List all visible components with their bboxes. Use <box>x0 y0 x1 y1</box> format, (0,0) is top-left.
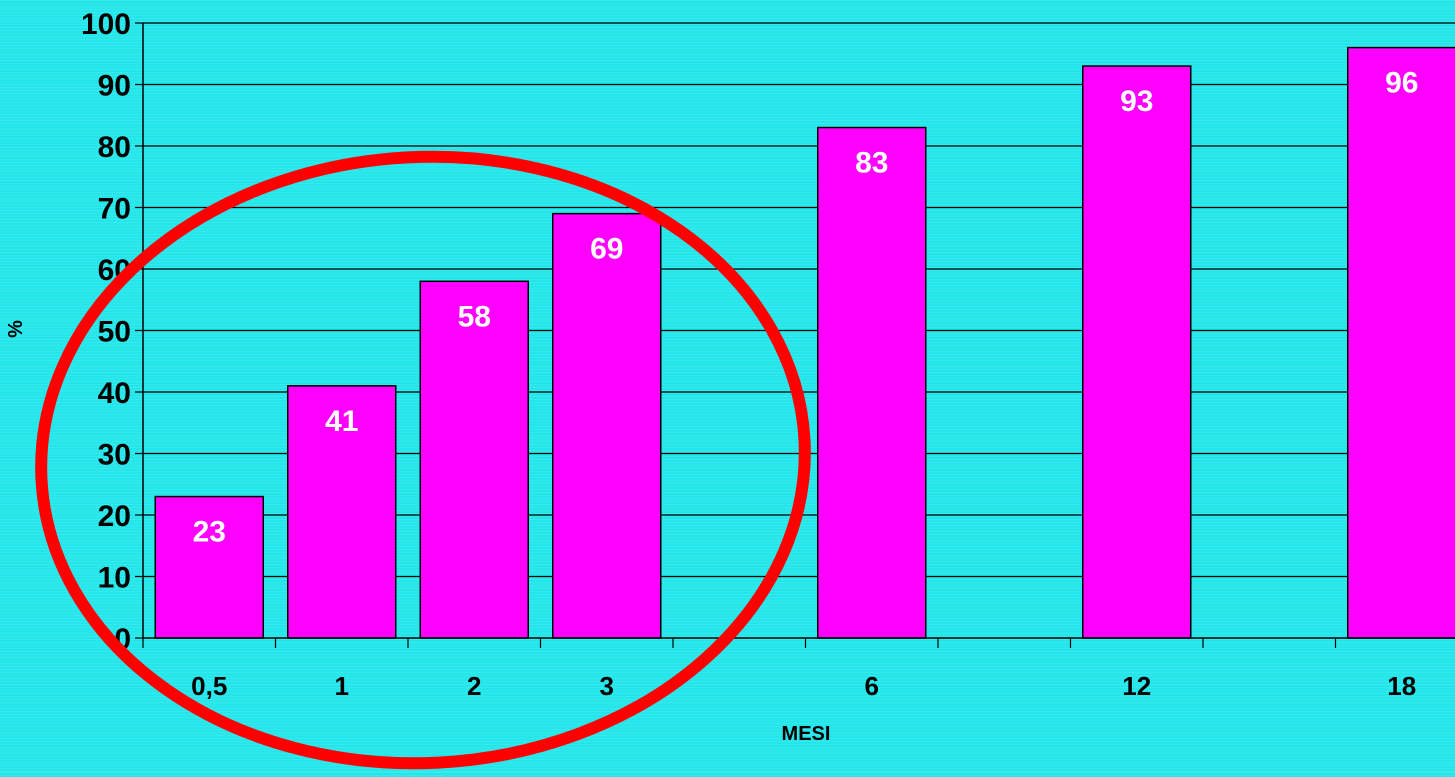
y-tick-label: 80 <box>98 131 131 164</box>
x-tick-label: 18 <box>1387 671 1416 701</box>
y-tick-label: 40 <box>98 377 131 410</box>
y-tick-label: 90 <box>98 70 131 103</box>
bars <box>154 46 1455 639</box>
bar <box>1347 46 1455 639</box>
x-tick-label: 3 <box>600 671 614 701</box>
bar <box>1082 65 1192 639</box>
y-tick-label: 10 <box>98 562 131 595</box>
highlight-ellipse <box>35 150 811 770</box>
x-axis-title: MESI <box>782 723 831 745</box>
x-tick-label: 1 <box>335 671 349 701</box>
x-tick-label: 0,5 <box>191 671 227 701</box>
y-tick-label: 50 <box>98 316 131 349</box>
y-tick-label: 30 <box>98 439 131 472</box>
bar <box>287 385 397 639</box>
y-axis-title: % <box>5 320 27 338</box>
y-tick-label: 100 <box>81 8 131 41</box>
data-label: 41 <box>325 405 358 438</box>
highlight-ellipse-group <box>35 150 811 770</box>
x-tick-label: 12 <box>1122 671 1151 701</box>
data-label: 23 <box>193 516 226 549</box>
bar <box>817 126 927 639</box>
bar <box>552 212 662 639</box>
data-label: 58 <box>458 300 491 333</box>
y-tick-label: 70 <box>98 193 131 226</box>
bar <box>419 280 529 639</box>
y-tick-label: 20 <box>98 500 131 533</box>
data-labels: 23 41 58 69 83 93 96 <box>193 67 1419 549</box>
x-tick-label: 6 <box>865 671 879 701</box>
data-label: 69 <box>590 233 623 266</box>
data-label: 83 <box>855 147 888 180</box>
data-label: 93 <box>1120 85 1153 118</box>
x-tick-label: 2 <box>467 671 481 701</box>
data-label: 96 <box>1385 67 1418 100</box>
bar <box>154 495 264 639</box>
